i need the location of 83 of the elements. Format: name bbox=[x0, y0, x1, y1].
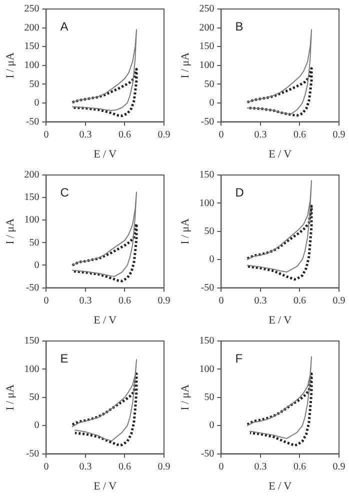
x-tick-label: 0.3 bbox=[254, 295, 267, 306]
annotation: A bbox=[60, 19, 68, 34]
x-tick-label: 0.9 bbox=[158, 295, 170, 306]
x-tick-label: 0 bbox=[218, 295, 224, 306]
y-tick-label: 0 bbox=[209, 254, 214, 266]
x-axis-title: E / V bbox=[94, 480, 117, 492]
line-series bbox=[71, 222, 138, 282]
x-tick-label: 0.9 bbox=[332, 461, 346, 472]
line-series bbox=[246, 67, 313, 117]
x-axis-title: E / V bbox=[268, 148, 292, 160]
y-tick-label: 0 bbox=[209, 420, 214, 432]
y-tick-label: -50 bbox=[200, 116, 214, 128]
y-tick-label: -50 bbox=[200, 282, 214, 294]
y-tick-label: 0 bbox=[34, 420, 40, 432]
x-axis-title: E / V bbox=[268, 480, 292, 492]
y-tick-label: 0 bbox=[34, 260, 40, 271]
x-tick-label: 0.3 bbox=[79, 295, 92, 306]
annotation: B bbox=[235, 19, 244, 34]
y-tick-label: 100 bbox=[199, 198, 214, 209]
y-axis-title: I / μA bbox=[179, 218, 192, 244]
annotation: D bbox=[235, 185, 244, 200]
y-tick-label: 100 bbox=[24, 364, 40, 375]
y-axis-title: I / μA bbox=[4, 52, 16, 78]
x-tick-label: 0.6 bbox=[293, 295, 306, 306]
annotation: E bbox=[60, 351, 68, 366]
y-tick-label: 200 bbox=[199, 22, 214, 34]
x-tick-label: 0.9 bbox=[158, 129, 170, 140]
annotation: F bbox=[235, 351, 243, 366]
y-tick-label: 200 bbox=[24, 22, 40, 34]
line-series bbox=[246, 372, 313, 447]
x-tick-label: 0.6 bbox=[118, 129, 131, 140]
y-tick-label: 250 bbox=[199, 4, 214, 15]
y-tick-label: 50 bbox=[204, 392, 214, 404]
y-tick-label: 50 bbox=[29, 392, 40, 404]
y-axis-title: I / μA bbox=[4, 218, 16, 244]
y-tick-label: 150 bbox=[24, 41, 40, 52]
y-tick-label: 150 bbox=[199, 41, 214, 52]
annotation: C bbox=[60, 185, 70, 200]
y-axis-title: I / μA bbox=[179, 384, 192, 410]
x-tick-label: 0 bbox=[218, 461, 224, 472]
y-tick-label: 100 bbox=[24, 214, 40, 226]
y-tick-label: 50 bbox=[204, 78, 214, 90]
x-tick-label: 0 bbox=[218, 129, 224, 140]
y-tick-label: 150 bbox=[24, 192, 40, 204]
x-tick-label: 0.3 bbox=[254, 461, 267, 472]
line-series bbox=[71, 372, 138, 447]
y-tick-label: 50 bbox=[204, 226, 214, 238]
y-tick-label: -50 bbox=[26, 448, 40, 460]
y-tick-label: 100 bbox=[199, 364, 214, 375]
x-tick-label: 0.3 bbox=[254, 129, 267, 140]
x-tick-label: 0 bbox=[44, 295, 49, 306]
y-tick-label: 150 bbox=[199, 336, 214, 347]
x-axis-title: E / V bbox=[94, 148, 117, 160]
y-tick-label: 50 bbox=[29, 237, 40, 248]
y-tick-label: 100 bbox=[24, 60, 40, 72]
x-tick-label: 0.6 bbox=[118, 295, 131, 306]
y-tick-label: 200 bbox=[24, 170, 40, 181]
y-tick-label: -50 bbox=[26, 282, 40, 294]
y-tick-label: -50 bbox=[26, 116, 40, 128]
x-tick-label: 0 bbox=[44, 461, 49, 472]
y-tick-label: -50 bbox=[200, 448, 214, 460]
x-axis-title: E / V bbox=[268, 314, 292, 326]
x-tick-label: 0.3 bbox=[79, 461, 92, 472]
y-tick-label: 250 bbox=[24, 4, 40, 15]
y-axis-title: I / μA bbox=[4, 384, 16, 410]
x-tick-label: 0.9 bbox=[332, 295, 346, 306]
y-tick-label: 100 bbox=[199, 60, 214, 72]
y-tick-label: 0 bbox=[209, 98, 214, 109]
x-tick-label: 0.6 bbox=[118, 461, 131, 472]
x-tick-label: 0.6 bbox=[293, 461, 306, 472]
line-series bbox=[246, 204, 313, 281]
y-tick-label: 0 bbox=[34, 98, 40, 109]
x-tick-label: 0.6 bbox=[293, 129, 306, 140]
x-tick-label: 0.3 bbox=[79, 129, 92, 140]
x-axis-title: E / V bbox=[94, 314, 117, 326]
y-tick-label: 50 bbox=[29, 78, 40, 90]
x-tick-label: 0.9 bbox=[158, 461, 170, 472]
line-series bbox=[71, 68, 138, 118]
y-tick-label: 150 bbox=[199, 170, 214, 181]
x-tick-label: 0 bbox=[44, 129, 49, 140]
y-tick-label: 150 bbox=[24, 336, 40, 347]
x-tick-label: 0.9 bbox=[332, 129, 346, 140]
y-axis-title: I / μA bbox=[179, 52, 192, 78]
